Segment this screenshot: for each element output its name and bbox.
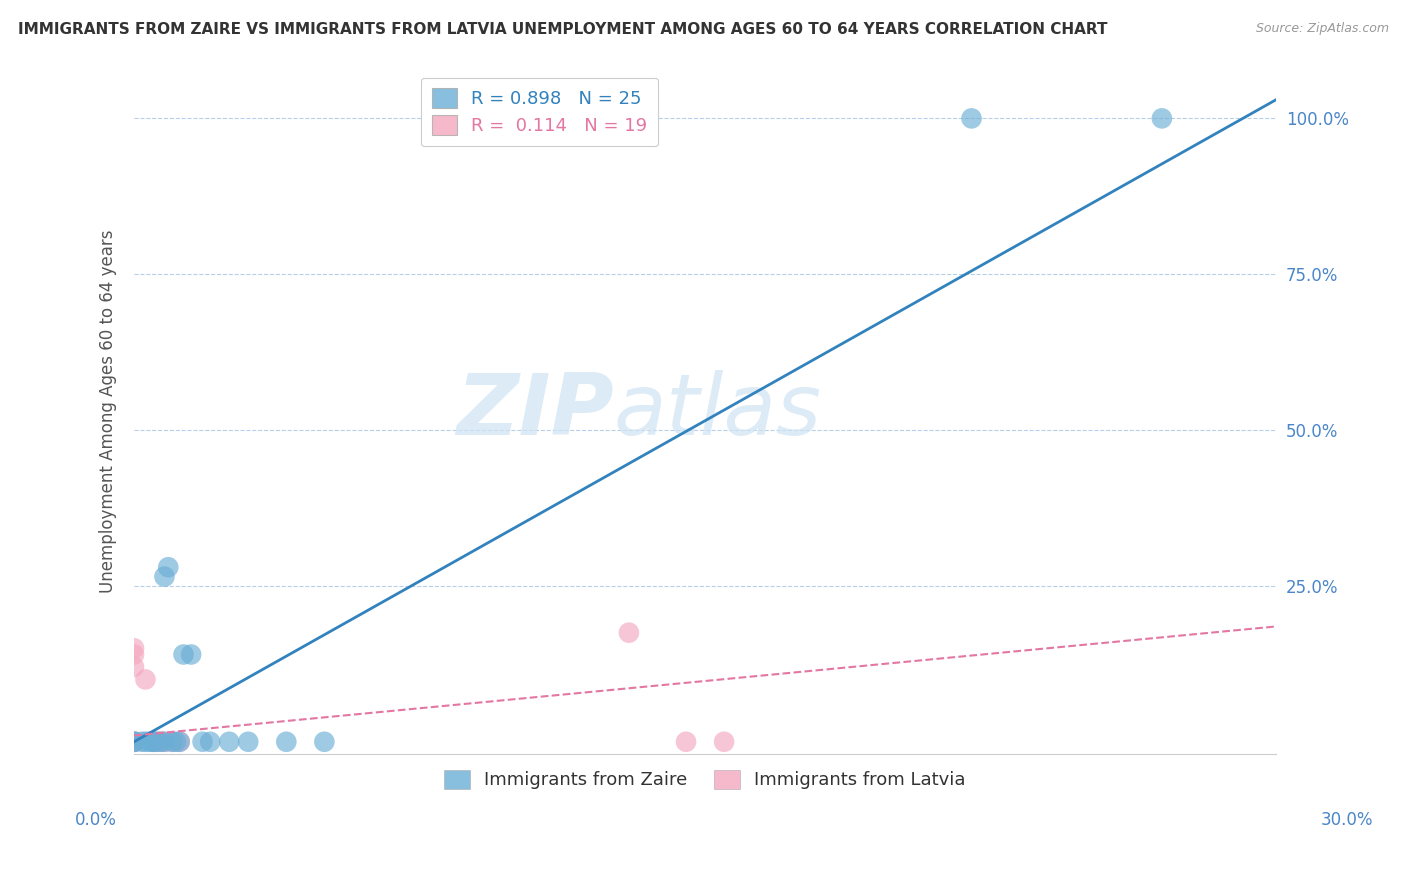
Y-axis label: Unemployment Among Ages 60 to 64 years: Unemployment Among Ages 60 to 64 years (100, 229, 117, 593)
Point (122, 641, 145, 656)
Point (1150, 112, 1173, 126)
Point (122, 735, 145, 749)
Point (122, 735, 145, 749)
Point (675, 735, 697, 749)
Text: 30.0%: 30.0% (1320, 811, 1374, 829)
Point (153, 569, 176, 583)
Point (165, 735, 187, 749)
Point (134, 673, 156, 687)
Point (122, 648, 145, 662)
Point (314, 735, 336, 749)
Point (122, 735, 145, 749)
Point (180, 648, 202, 662)
Point (169, 735, 191, 749)
Point (153, 735, 176, 749)
Point (134, 735, 156, 749)
Point (173, 648, 195, 662)
Text: 0.0%: 0.0% (75, 811, 117, 829)
Point (713, 735, 735, 749)
Point (153, 735, 176, 749)
Text: atlas: atlas (613, 370, 821, 453)
Text: IMMIGRANTS FROM ZAIRE VS IMMIGRANTS FROM LATVIA UNEMPLOYMENT AMONG AGES 60 TO 64: IMMIGRANTS FROM ZAIRE VS IMMIGRANTS FROM… (18, 22, 1108, 37)
Point (146, 735, 169, 749)
Point (138, 735, 160, 749)
Point (122, 735, 145, 749)
Point (157, 560, 180, 574)
Point (142, 735, 165, 749)
Point (131, 735, 153, 749)
Point (122, 660, 145, 674)
Point (198, 735, 221, 749)
Point (238, 735, 260, 749)
Point (160, 735, 183, 749)
Text: ZIP: ZIP (456, 370, 613, 453)
Point (142, 735, 165, 749)
Point (149, 735, 172, 749)
Point (122, 735, 145, 749)
Point (122, 735, 145, 749)
Point (191, 735, 214, 749)
Point (218, 735, 240, 749)
Point (149, 735, 172, 749)
Point (160, 735, 183, 749)
Point (146, 735, 169, 749)
Point (142, 735, 165, 749)
Point (617, 625, 640, 640)
Point (276, 735, 298, 749)
Point (960, 112, 983, 126)
Point (169, 735, 191, 749)
Legend: Immigrants from Zaire, Immigrants from Latvia: Immigrants from Zaire, Immigrants from L… (437, 763, 973, 797)
Point (122, 735, 145, 749)
Point (122, 735, 145, 749)
Text: Source: ZipAtlas.com: Source: ZipAtlas.com (1256, 22, 1389, 36)
